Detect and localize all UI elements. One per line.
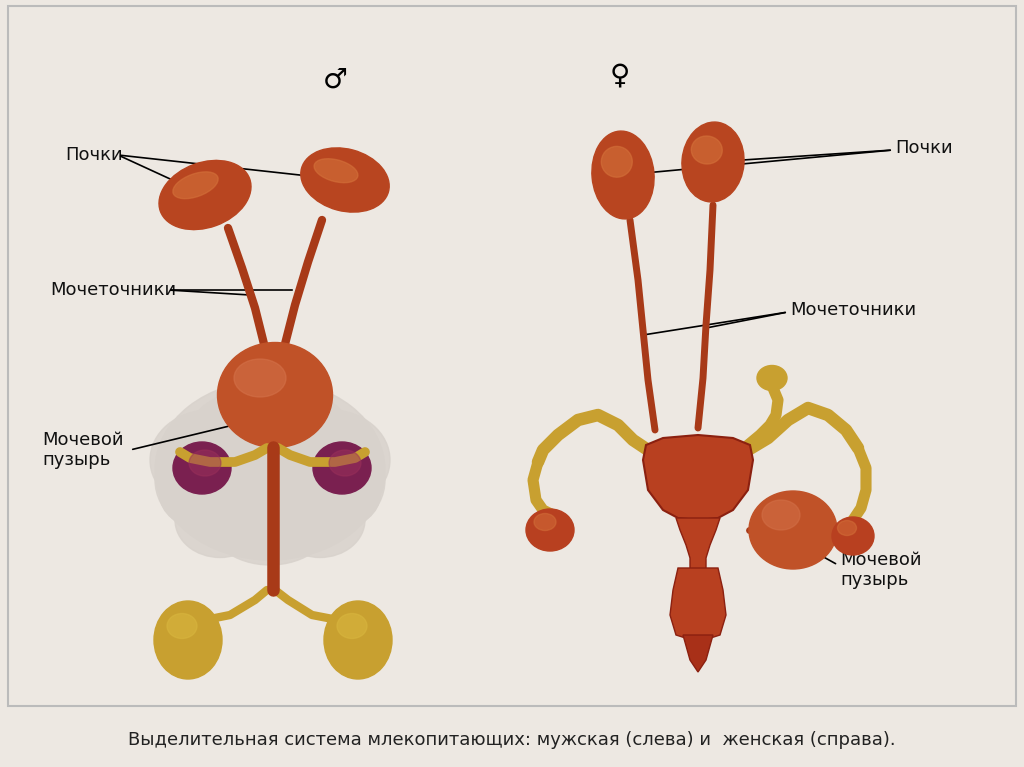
Ellipse shape bbox=[301, 148, 389, 212]
Ellipse shape bbox=[337, 614, 367, 638]
Ellipse shape bbox=[154, 601, 222, 679]
Ellipse shape bbox=[189, 450, 221, 476]
Polygon shape bbox=[643, 435, 753, 520]
Ellipse shape bbox=[160, 463, 240, 528]
Text: Мочеточники: Мочеточники bbox=[790, 301, 916, 319]
Ellipse shape bbox=[180, 385, 360, 515]
Ellipse shape bbox=[314, 159, 358, 183]
Ellipse shape bbox=[155, 380, 385, 560]
Ellipse shape bbox=[831, 517, 874, 555]
Text: Мочевой
пузырь: Мочевой пузырь bbox=[42, 430, 124, 469]
Ellipse shape bbox=[245, 455, 355, 545]
Ellipse shape bbox=[300, 463, 380, 528]
Ellipse shape bbox=[691, 136, 722, 164]
Polygon shape bbox=[670, 568, 726, 642]
Ellipse shape bbox=[275, 482, 365, 558]
Ellipse shape bbox=[324, 601, 392, 679]
Ellipse shape bbox=[526, 509, 574, 551]
Text: ♀: ♀ bbox=[610, 61, 630, 89]
Ellipse shape bbox=[592, 131, 654, 219]
Text: Почки: Почки bbox=[65, 146, 123, 164]
Ellipse shape bbox=[270, 410, 390, 510]
Ellipse shape bbox=[167, 614, 197, 638]
Ellipse shape bbox=[155, 420, 305, 540]
Text: ♂: ♂ bbox=[323, 66, 347, 94]
Ellipse shape bbox=[234, 359, 286, 397]
Ellipse shape bbox=[173, 172, 218, 199]
Text: Выделительная система млекопитающих: мужская (слева) и  женская (справа).: Выделительная система млекопитающих: муж… bbox=[128, 731, 896, 749]
Ellipse shape bbox=[313, 442, 371, 494]
Polygon shape bbox=[676, 518, 720, 570]
Ellipse shape bbox=[762, 500, 800, 530]
Ellipse shape bbox=[838, 521, 856, 535]
Ellipse shape bbox=[217, 343, 333, 447]
Ellipse shape bbox=[601, 146, 632, 177]
Text: Почки: Почки bbox=[895, 139, 952, 157]
Ellipse shape bbox=[205, 465, 335, 565]
Ellipse shape bbox=[175, 482, 265, 558]
Text: Мочевой
пузырь: Мочевой пузырь bbox=[840, 551, 922, 589]
Ellipse shape bbox=[185, 455, 295, 545]
Ellipse shape bbox=[150, 410, 270, 510]
Ellipse shape bbox=[329, 450, 360, 476]
Ellipse shape bbox=[749, 491, 837, 569]
Ellipse shape bbox=[159, 160, 251, 229]
Ellipse shape bbox=[682, 122, 744, 202]
Polygon shape bbox=[683, 635, 713, 672]
Ellipse shape bbox=[173, 442, 231, 494]
Ellipse shape bbox=[534, 513, 556, 531]
Ellipse shape bbox=[234, 420, 385, 540]
Text: Мочеточники: Мочеточники bbox=[50, 281, 176, 299]
Ellipse shape bbox=[757, 366, 787, 390]
